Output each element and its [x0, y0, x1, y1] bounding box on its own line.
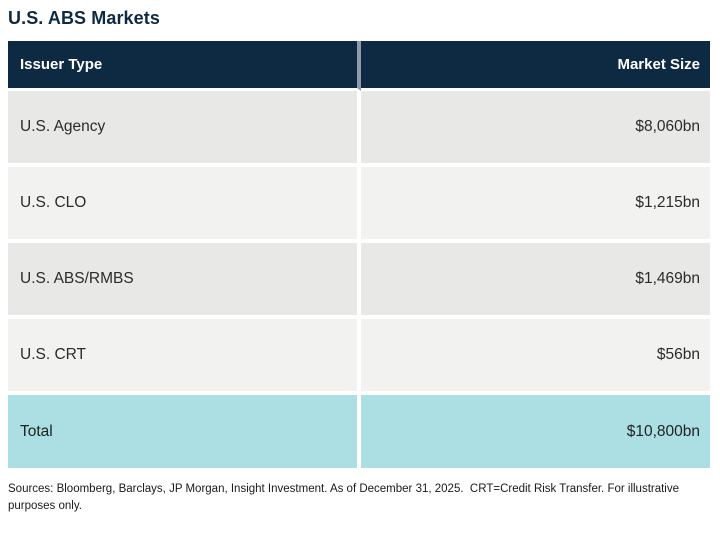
page-title: U.S. ABS Markets [8, 8, 160, 28]
market-size-cell: $8,060bn [361, 91, 710, 167]
issuer-type-cell: U.S. CLO [8, 167, 361, 243]
column-header-market-size: Market Size [361, 41, 710, 91]
page: U.S. ABS Markets Issuer Type Market Size… [8, 8, 710, 513]
column-header-issuer-type: Issuer Type [8, 41, 361, 91]
issuer-type-cell: U.S. CRT [8, 319, 361, 395]
issuer-type-cell: U.S. Agency [8, 91, 361, 167]
market-size-cell: $1,469bn [361, 243, 710, 319]
market-size-cell: $1,215bn [361, 167, 710, 243]
source-footnote: Sources: Bloomberg, Barclays, JP Morgan,… [8, 483, 683, 513]
market-size-cell: $56bn [361, 319, 710, 395]
table-header-row: Issuer Type Market Size [8, 41, 710, 91]
table-total-row: Total $10,800bn [8, 395, 710, 468]
issuer-type-cell: U.S. ABS/RMBS [8, 243, 361, 319]
table-row-us-crt: U.S. CRT $56bn [8, 319, 710, 395]
abs-markets-table: Issuer Type Market Size U.S. Agency $8,0… [8, 41, 710, 468]
table-row-us-clo: U.S. CLO $1,215bn [8, 167, 710, 243]
table-row-us-agency: U.S. Agency $8,060bn [8, 91, 710, 167]
total-label-cell: Total [8, 395, 361, 468]
table-row-us-abs-rmbs: U.S. ABS/RMBS $1,469bn [8, 243, 710, 319]
total-value-cell: $10,800bn [361, 395, 710, 468]
